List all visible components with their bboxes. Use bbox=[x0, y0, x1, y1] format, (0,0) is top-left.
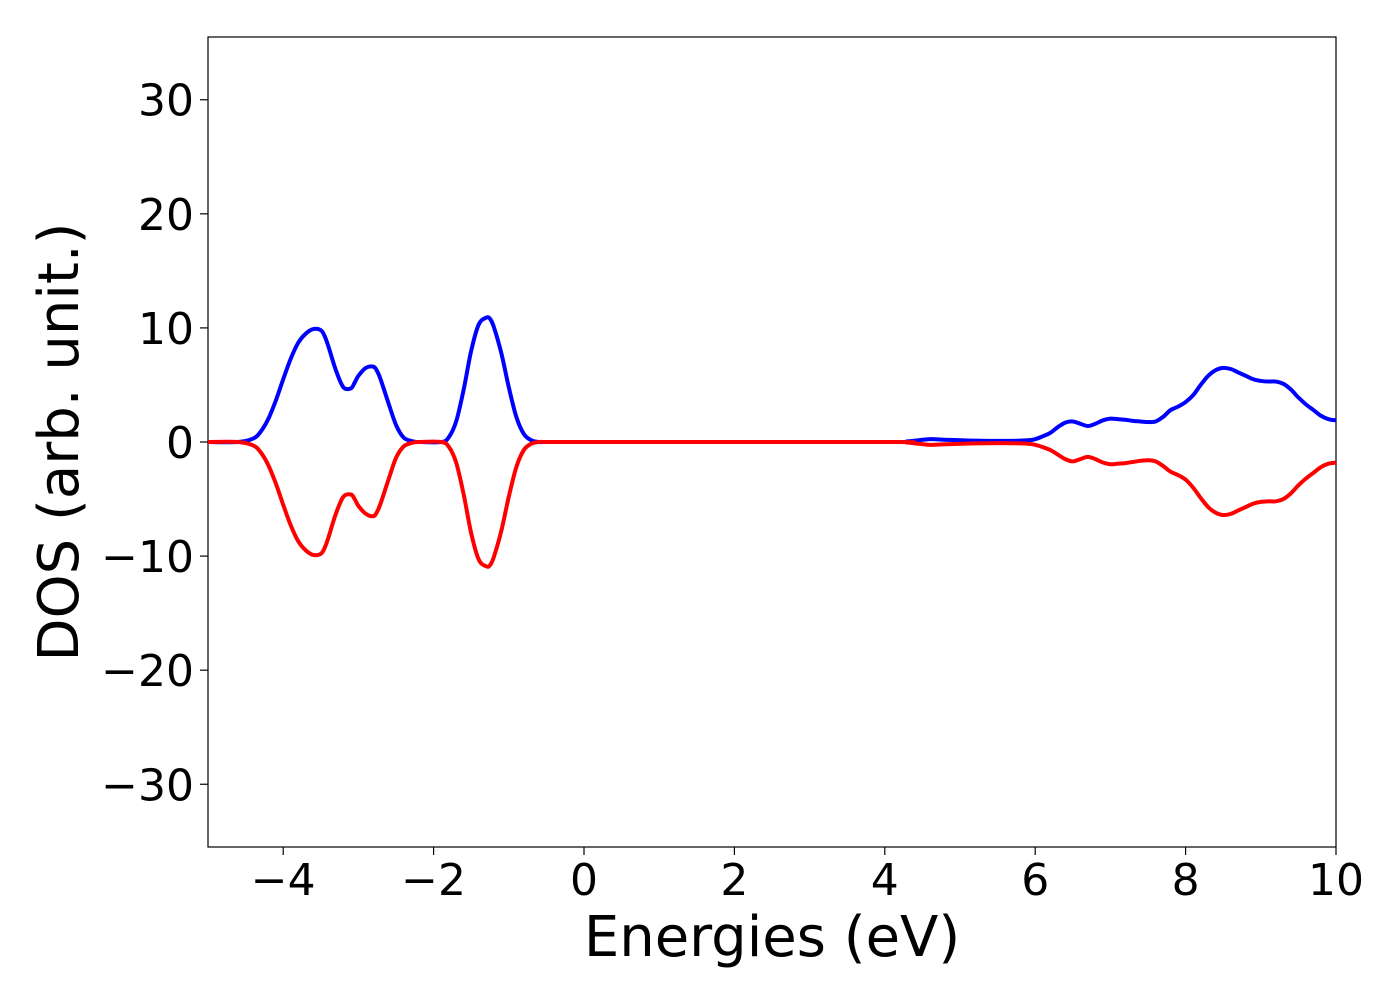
y-tick-label: 20 bbox=[138, 190, 194, 241]
y-tick-label: 10 bbox=[138, 304, 194, 355]
x-tick-label: 2 bbox=[720, 855, 748, 906]
x-tick-label: 6 bbox=[1021, 855, 1049, 906]
x-tick-label: −4 bbox=[251, 855, 316, 906]
y-tick-label: 30 bbox=[138, 76, 194, 127]
plot-area bbox=[207, 36, 1337, 848]
x-tick-label: 10 bbox=[1308, 855, 1364, 906]
x-tick-label: 0 bbox=[570, 855, 598, 906]
y-tick-label: −20 bbox=[101, 646, 194, 697]
x-tick-label: 4 bbox=[871, 855, 899, 906]
y-tick-label: 0 bbox=[166, 418, 194, 469]
x-tick-label: −2 bbox=[401, 855, 466, 906]
y-axis-ticks: 30 20 10 0 −10 −20 −30 bbox=[101, 76, 208, 811]
y-axis-title: DOS (arb. unit.) bbox=[27, 222, 92, 661]
x-tick-label: 8 bbox=[1172, 855, 1200, 906]
y-tick-label: −10 bbox=[101, 532, 194, 583]
x-axis-ticks: −4 −2 0 2 4 6 8 10 bbox=[251, 847, 1364, 906]
series-group bbox=[207, 315, 1337, 569]
x-axis-title: Energies (eV) bbox=[584, 905, 960, 970]
y-tick-label: −30 bbox=[101, 760, 194, 811]
series-line-red bbox=[207, 439, 1337, 569]
